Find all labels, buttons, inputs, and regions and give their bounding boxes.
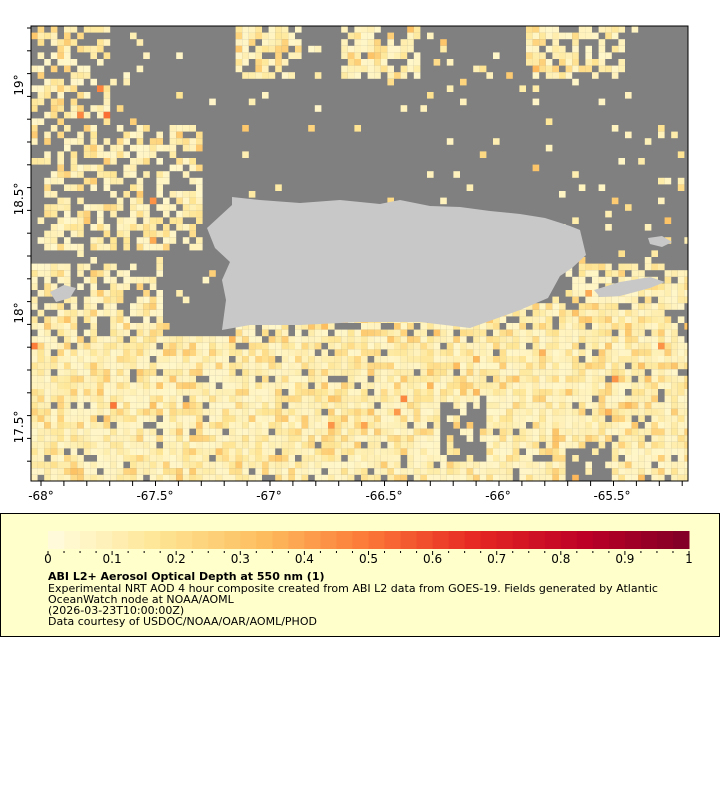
culebra-island [648, 236, 672, 247]
aod-pixels [31, 26, 688, 481]
colorbar-tick-label: 0.5 [359, 552, 378, 566]
colorbar-tick-label: 0.7 [487, 552, 506, 566]
colorbar-swatch [352, 531, 369, 549]
colorbar-swatch [304, 531, 321, 549]
colorbar-swatch [528, 531, 546, 549]
colorbar-swatch [624, 531, 642, 549]
lon-label: -66° [485, 489, 511, 503]
colorbar-tick-label: 0.3 [231, 552, 250, 566]
colorbar-swatch [608, 531, 626, 549]
colorbar-swatch [480, 531, 498, 549]
colorbar-swatch [448, 531, 466, 549]
colorbar-swatch [80, 531, 97, 549]
vieques-island [594, 277, 665, 297]
colorbar-swatch [320, 531, 337, 549]
colorbar-swatch [96, 531, 113, 549]
colorbar-tick-label: 0 [44, 552, 52, 566]
lon-label: -67° [256, 489, 282, 503]
colorbar-swatch [144, 531, 161, 549]
colorbar-swatch [208, 531, 225, 549]
lon-label: -68° [28, 489, 54, 503]
colorbar-swatch [432, 531, 450, 549]
colorbar-swatch [656, 531, 674, 549]
colorbar-tick-label: 1 [685, 552, 693, 566]
lat-label: 18° [12, 302, 26, 323]
lon-label: -67.5° [136, 489, 173, 503]
lon-label: -66.5° [365, 489, 402, 503]
lon-label: -65.5° [593, 489, 630, 503]
colorbar-swatch [160, 531, 177, 549]
colorbar-swatch [256, 531, 273, 549]
colorbar-swatch [336, 531, 353, 549]
legend-description-cont: OceanWatch node at NOAA/AOML [48, 593, 234, 606]
colorbar-tick-label: 0.6 [423, 552, 442, 566]
map-frame [30, 25, 689, 482]
colorbar-swatch [272, 531, 289, 549]
land-masses [50, 197, 672, 330]
colorbar-swatch [512, 531, 530, 549]
puerto-rico-island [207, 197, 586, 330]
legend-description: Experimental NRT AOD 4 hour composite cr… [48, 582, 658, 595]
colorbar-tick-label: 0.4 [295, 552, 314, 566]
colorbar-swatch [192, 531, 209, 549]
colorbar-swatch [48, 531, 65, 549]
legend-panel: 0 0.1 0.2 0.3 0.4 0.5 0.6 0.7 0.8 0.9 1 ABI L2+ Ae… [0, 513, 720, 637]
colorbar-swatch [496, 531, 514, 549]
colorbar-swatch [560, 531, 578, 549]
colorbar-swatch [384, 531, 402, 549]
colorbar-swatch [416, 531, 434, 549]
mona-island [50, 285, 76, 302]
colorbar-swatch [176, 531, 193, 549]
colorbar-swatch [112, 531, 129, 549]
axis-ticks [27, 27, 683, 486]
colorbar-tick-label: 0.8 [551, 552, 570, 566]
colorbar-swatch [576, 531, 594, 549]
legend-credit: Data courtesy of USDOC/NOAA/OAR/AOML/PHO… [48, 615, 317, 628]
colorbar-swatch [128, 531, 145, 549]
aod-map: 19° 18.5° 18° 17.5° -68° -67.5° -67° -66… [12, 25, 689, 503]
lat-label: 17.5° [12, 411, 26, 444]
colorbar: 0 0.1 0.2 0.3 0.4 0.5 0.6 0.7 0.8 0.9 1 [44, 531, 693, 566]
legend-time: (2026-03-23T10:00:00Z) [48, 604, 185, 617]
colorbar-swatch [64, 531, 81, 549]
legend-title: ABI L2+ Aerosol Optical Depth at 550 nm … [48, 570, 325, 583]
colorbar-swatch [224, 531, 241, 549]
colorbar-swatch [640, 531, 658, 549]
colorbar-tick-label: 0.2 [167, 552, 186, 566]
colorbar-swatch [400, 531, 418, 549]
colorbar-swatch [592, 531, 610, 549]
colorbar-tick-label: 0.9 [615, 552, 634, 566]
colorbar-swatch [368, 531, 386, 549]
colorbar-swatch [544, 531, 562, 549]
lat-label: 19° [12, 74, 26, 95]
lat-label: 18.5° [12, 183, 26, 216]
colorbar-swatch [240, 531, 257, 549]
colorbar-swatch [464, 531, 482, 549]
colorbar-swatch [288, 531, 305, 549]
colorbar-swatch [672, 531, 690, 549]
colorbar-tick-label: 0.1 [103, 552, 122, 566]
